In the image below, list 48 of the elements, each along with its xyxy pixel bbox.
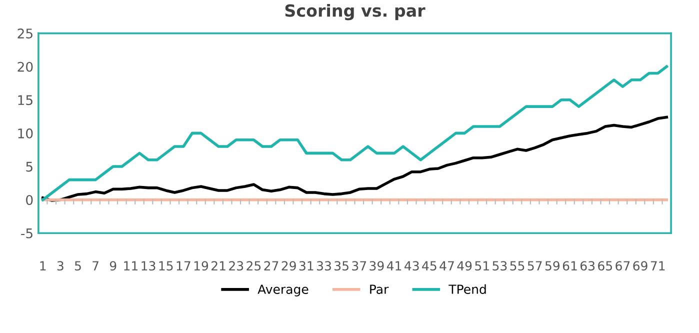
x-tick-label: 5 <box>74 261 81 271</box>
y-tick-label: 0 <box>26 195 33 205</box>
x-tick-label: 61 <box>562 261 577 271</box>
y-tick-label: -5 <box>21 228 32 238</box>
x-tick-label: 19 <box>194 261 208 271</box>
x-tick-label: 11 <box>124 261 138 270</box>
line-series <box>41 116 668 202</box>
x-tick-label: 29 <box>282 261 296 271</box>
y-tick-label: 10 <box>18 128 33 138</box>
x-tick-label: 33 <box>316 261 331 271</box>
x-tick-label: 43 <box>404 261 419 271</box>
y-tick-label: 5 <box>26 162 32 172</box>
y-tick-label: 15 <box>18 95 32 106</box>
x-tick-label: 39 <box>370 261 384 271</box>
x-tick-label: 49 <box>457 261 472 271</box>
y-tick-label: 20 <box>18 62 33 72</box>
x-tick-label: 67 <box>616 261 630 271</box>
x-tick-label: 63 <box>580 261 595 271</box>
x-tick-label: 47 <box>440 261 454 270</box>
x-tick-label: 65 <box>598 261 612 271</box>
x-tick-label: 37 <box>352 261 366 271</box>
x-tick-label: 53 <box>492 261 507 271</box>
x-tick-label: 59 <box>545 261 560 271</box>
legend-label: TPend <box>448 284 486 294</box>
legend-label: Par <box>370 284 389 294</box>
x-tick-label: 41 <box>386 261 402 270</box>
x-tick-label: 51 <box>475 261 489 271</box>
y-tick-label: 25 <box>18 28 32 38</box>
x-tick-label: 9 <box>110 261 116 271</box>
x-tick-label: 3 <box>57 261 64 271</box>
x-tick-label: 35 <box>334 261 348 271</box>
x-tick-label: 17 <box>176 261 190 270</box>
x-tick-label: 1 <box>40 261 46 270</box>
x-tick-label: 21 <box>212 261 226 270</box>
x-tick-label: 13 <box>142 261 156 271</box>
x-tick-label: 27 <box>264 261 278 270</box>
x-tick-label: 55 <box>510 261 524 271</box>
x-tick-label: 7 <box>92 261 98 270</box>
x-tick-label: 57 <box>528 261 542 271</box>
chart-title: Scoring vs. par <box>285 4 426 20</box>
x-tick-label: 23 <box>229 261 244 271</box>
x-tick-label: 45 <box>422 261 436 271</box>
x-tick-label: 25 <box>246 261 261 271</box>
x-tick-label: 69 <box>633 261 648 271</box>
x-tick-label: 31 <box>299 261 314 271</box>
legend-label: Average <box>258 284 308 296</box>
x-tick-label: 71 <box>650 261 665 270</box>
x-tick-label: 15 <box>159 261 173 271</box>
